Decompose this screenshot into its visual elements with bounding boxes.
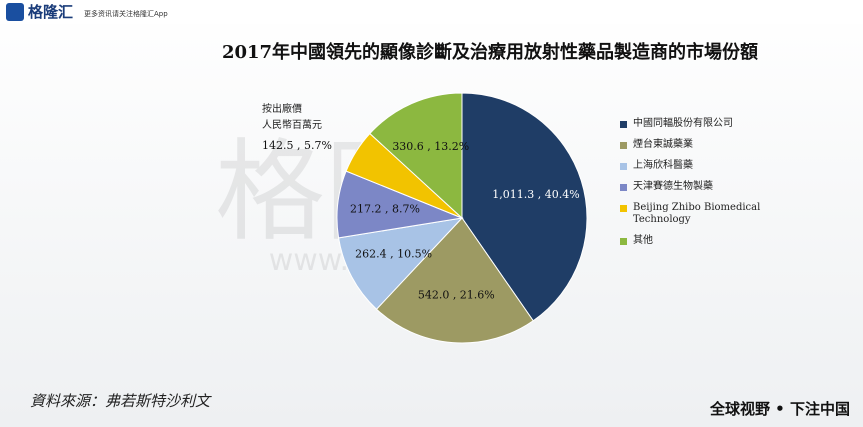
data-label: 542.0 , 21.6% [418,288,495,301]
legend-swatch [620,184,627,191]
data-label: 262.4 , 10.5% [355,247,432,260]
legend-label: 天津賽德生物製藥 [633,181,713,192]
legend-item: 天津賽德生物製藥 [620,181,770,193]
pie-slice [375,217,534,344]
legend: 中國同輻股份有限公司 煙台東誠藥業 上海欣科醫藥天津賽德生物製藥 Beijing Zh… [620,118,770,256]
legend-swatch [620,142,627,149]
source: 資料來源：弗若斯特沙利文 [30,392,212,410]
legend-label: Beijing Zhibo Biomedical Technology [633,202,761,225]
legend-label: 煙台東誠藥業 [633,139,693,150]
data-label: 330.6 , 13.2% [392,140,469,153]
legend-label: 上海欣科醫藥 [633,160,693,171]
chart-title: 2017年中國領先的顯像診斷及治療用放射性藥品製造商的市場份額 [222,41,758,63]
data-label: 1,011.3 , 40.4% [492,188,579,201]
footer: 全球视野 • 下注中国 [709,400,850,418]
header-bar [0,0,863,24]
annotation: 按出廠價 [262,102,302,115]
legend-item: 其他 [620,235,770,247]
pie-slice [369,92,463,220]
logo: 格隆汇 [28,3,73,21]
pie-slice [338,217,464,310]
legend-swatch [620,121,627,128]
data-label: 142.5 , 5.7% [262,139,332,152]
legend-label: 中國同輻股份有限公司 [633,118,733,129]
legend-swatch [620,238,627,245]
legend-label: 其他 [633,235,653,246]
legend-swatch [620,163,627,170]
legend-item: 上海欣科醫藥 [620,160,770,172]
data-label: 217.2 , 8.7% [350,202,420,215]
legend-item: Beijing Zhibo Biomedical Technology [620,202,770,226]
pie-slice [461,92,588,322]
tagline: 更多资讯请关注格隆汇App [84,9,168,18]
annotation: 人民幣百萬元 [262,118,322,131]
legend-item: 中國同輻股份有限公司 [620,118,770,130]
legend-swatch [620,205,627,212]
logo-icon [6,3,24,21]
legend-item: 煙台東誠藥業 [620,139,770,151]
